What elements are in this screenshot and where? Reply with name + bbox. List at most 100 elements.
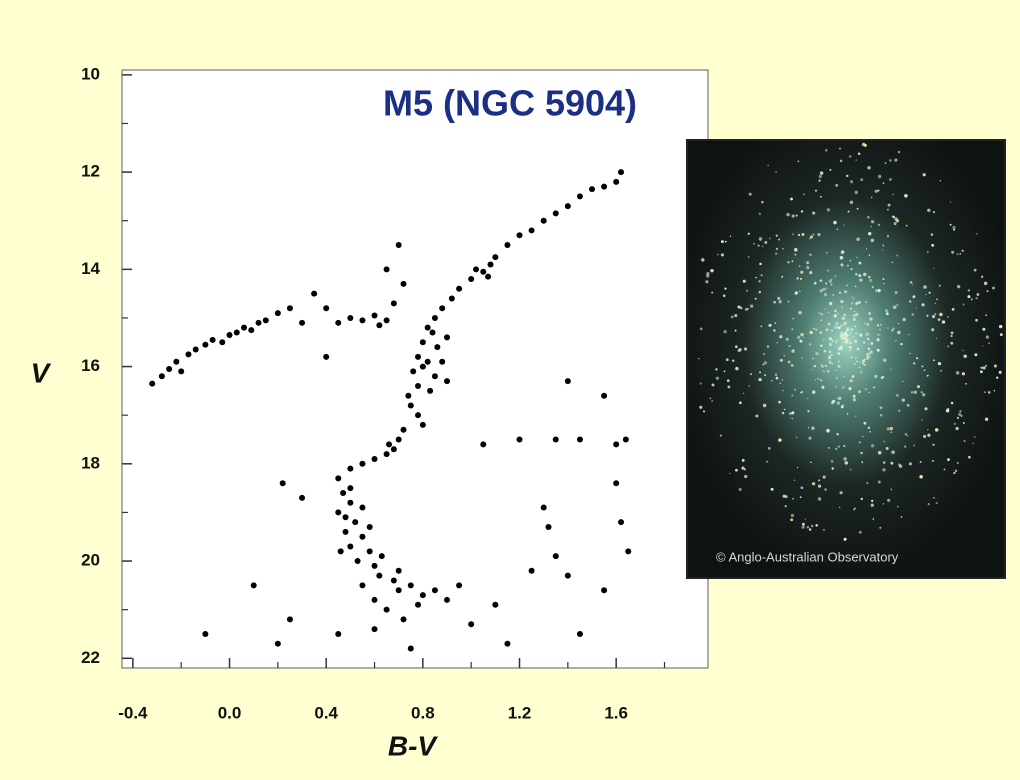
photo-star bbox=[755, 276, 758, 279]
photo-star bbox=[941, 320, 946, 324]
star-point bbox=[431, 314, 438, 321]
photo-star bbox=[837, 396, 842, 401]
photo-star bbox=[868, 254, 871, 257]
chart-title: M5 (NGC 5904) bbox=[383, 83, 637, 124]
photo-star bbox=[950, 341, 954, 345]
photo-star bbox=[953, 422, 956, 426]
photo-star bbox=[855, 357, 857, 359]
photo-star bbox=[852, 297, 854, 300]
star-point bbox=[485, 273, 492, 280]
photo-star bbox=[834, 385, 837, 388]
photo-star bbox=[851, 295, 853, 298]
photo-star bbox=[877, 333, 880, 336]
photo-star bbox=[882, 503, 884, 505]
photo-star bbox=[889, 159, 892, 162]
photo-star bbox=[811, 426, 815, 431]
photo-star bbox=[801, 522, 805, 526]
photo-star bbox=[806, 261, 810, 265]
photo-star bbox=[711, 400, 714, 402]
photo-star bbox=[706, 271, 710, 276]
photo-star bbox=[932, 443, 935, 446]
photo-star bbox=[871, 499, 874, 503]
y-tick-label: 20 bbox=[81, 551, 100, 570]
photo-star bbox=[855, 159, 857, 161]
photo-star bbox=[956, 253, 959, 256]
photo-star bbox=[968, 455, 971, 459]
photo-star bbox=[892, 193, 894, 196]
photo-star bbox=[796, 277, 799, 280]
photo-star bbox=[879, 526, 882, 529]
photo-star bbox=[938, 284, 941, 287]
photo-star bbox=[840, 324, 843, 328]
photo-star bbox=[836, 228, 839, 231]
photo-star bbox=[840, 250, 845, 254]
star-point bbox=[185, 351, 192, 358]
star-point bbox=[601, 392, 608, 399]
photo-star bbox=[848, 349, 851, 352]
photo-star bbox=[739, 306, 743, 310]
photo-star bbox=[819, 331, 823, 335]
plot-frame bbox=[121, 69, 709, 669]
photo-star bbox=[980, 370, 983, 374]
photo-star bbox=[747, 232, 750, 235]
photo-star bbox=[869, 278, 873, 282]
photo-star bbox=[845, 338, 848, 342]
photo-star bbox=[811, 390, 816, 394]
star-point bbox=[311, 290, 318, 297]
photo-star bbox=[947, 458, 950, 461]
photo-star bbox=[900, 516, 903, 518]
photo-star bbox=[889, 178, 892, 181]
photo-star bbox=[939, 180, 942, 182]
photo-star bbox=[799, 496, 802, 499]
photo-star bbox=[870, 238, 875, 243]
photo-star bbox=[897, 330, 901, 335]
photo-star bbox=[734, 345, 738, 349]
photo-star bbox=[953, 228, 956, 231]
star-point bbox=[576, 436, 583, 443]
photo-star bbox=[892, 327, 895, 330]
photo-star bbox=[803, 336, 805, 338]
y-tick-label: 18 bbox=[81, 453, 100, 472]
photo-star bbox=[886, 208, 889, 211]
photo-star bbox=[804, 518, 806, 520]
photo-star bbox=[782, 494, 786, 498]
photo-star bbox=[830, 283, 833, 286]
star-point bbox=[400, 280, 407, 287]
photo-star bbox=[891, 261, 894, 264]
star-point bbox=[395, 436, 402, 443]
photo-star bbox=[720, 240, 724, 244]
photo-star bbox=[877, 288, 881, 293]
photo-star bbox=[824, 308, 826, 310]
photo-star bbox=[748, 385, 750, 387]
photo-star bbox=[844, 321, 848, 325]
photo-star bbox=[827, 269, 830, 272]
photo-star bbox=[854, 331, 858, 335]
photo-star bbox=[869, 317, 873, 321]
photo-star bbox=[926, 251, 929, 253]
photo-star bbox=[742, 279, 746, 283]
star-point bbox=[431, 373, 438, 380]
photo-star bbox=[970, 298, 973, 301]
photo-star bbox=[840, 344, 843, 348]
photo-star bbox=[902, 317, 906, 322]
photo-star bbox=[868, 391, 870, 394]
star-point bbox=[323, 305, 330, 312]
photo-star bbox=[927, 433, 931, 437]
star-point bbox=[618, 519, 625, 526]
photo-star bbox=[794, 248, 798, 252]
photo-star bbox=[834, 309, 837, 313]
photo-star bbox=[812, 233, 815, 236]
photo-star bbox=[891, 450, 895, 454]
photo-star bbox=[870, 444, 875, 448]
photo-star bbox=[904, 445, 907, 448]
photo-star bbox=[818, 312, 821, 315]
star-point bbox=[390, 577, 397, 584]
star-point bbox=[178, 368, 185, 375]
photo-star bbox=[717, 253, 719, 256]
photo-star bbox=[923, 434, 927, 438]
photo-star bbox=[882, 182, 885, 185]
photo-star bbox=[699, 405, 703, 409]
star-point bbox=[274, 640, 281, 647]
photo-star bbox=[879, 323, 882, 326]
photo-star bbox=[758, 237, 763, 241]
